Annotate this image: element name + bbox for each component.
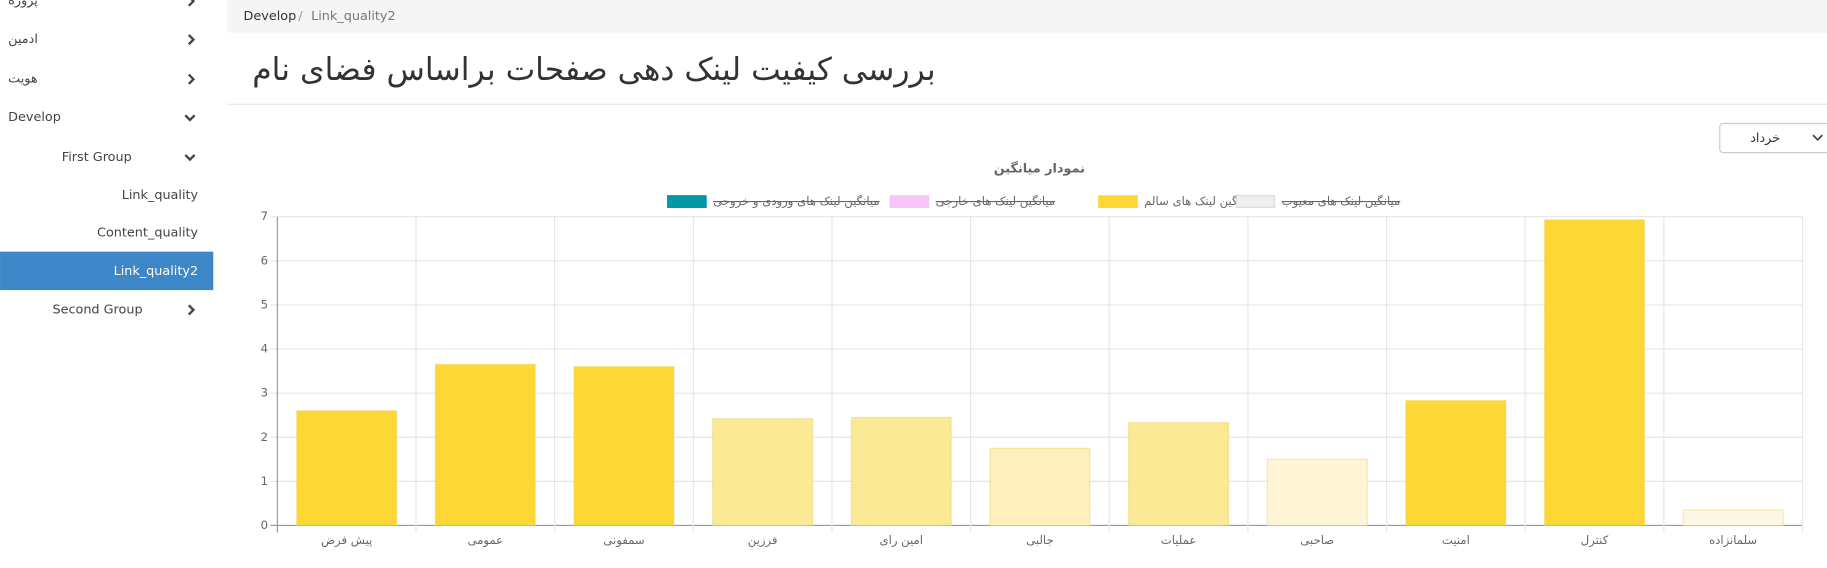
bar [573, 366, 675, 527]
y-tick-label: 2 [261, 430, 268, 444]
menu-item[interactable]: Link_quality [122, 188, 199, 203]
breadcrumb-bar [227, 0, 1827, 33]
menu-item[interactable]: Content_quality [97, 226, 198, 241]
menu-item[interactable]: Link_quality2 [114, 264, 199, 279]
x-tick-label: فرزین [748, 533, 778, 548]
chevron-down [184, 114, 196, 122]
bar [1128, 422, 1230, 527]
y-tick-label: 3 [261, 386, 268, 400]
bar [1682, 509, 1784, 527]
menu-item[interactable]: Second Group [52, 302, 142, 317]
menu-item[interactable]: هویت [8, 72, 38, 87]
x-tick-label: جالبی [1026, 533, 1054, 547]
month-select-value[interactable]: خرداد [1750, 131, 1780, 146]
chevron-right [187, 34, 196, 46]
month-select[interactable] [1719, 122, 1827, 154]
page-title: بررسی کیفیت لینک دهی صفحات براساس فضای ن… [252, 52, 935, 88]
legend-swatch [1235, 195, 1276, 208]
legend-swatch [1098, 195, 1138, 208]
legend-label[interactable]: میانگین لینک های سالم [1144, 194, 1255, 209]
y-tick-label: 5 [261, 297, 268, 311]
chevron-right [187, 304, 196, 316]
menu-item[interactable]: First Group [62, 150, 132, 165]
bar [1266, 458, 1368, 527]
bar [1544, 219, 1646, 527]
breadcrumb-item: Link_quality2 [311, 9, 396, 24]
y-tick-label: 1 [261, 474, 268, 488]
legend-swatch [667, 195, 707, 208]
x-tick-label: امین رای [880, 533, 924, 548]
menu-item[interactable]: پروژه [8, 0, 38, 9]
x-tick-label: صاحبی [1300, 533, 1334, 547]
chevron-right [187, 73, 196, 85]
x-tick-label: عمومی [467, 533, 503, 548]
chevrons [184, 0, 196, 316]
y-tick-label: 0 [261, 518, 268, 532]
x-tick-label: سمفونی [603, 533, 644, 548]
bar [850, 416, 952, 527]
chart: 0 1 2 3 4 5 6 7 پیش فرض عمومی سمفونی فرزین امین رای ج… [261, 194, 1804, 548]
y-tick-label: 7 [261, 209, 268, 223]
x-tick-label: پیش فرض [321, 533, 372, 548]
breadcrumb-separator: / [298, 9, 303, 24]
legend-swatch [889, 195, 930, 208]
x-tick-label: عملیات [1161, 533, 1197, 547]
bar [296, 410, 398, 527]
bar [989, 447, 1091, 527]
menu-item[interactable]: ادمین [8, 32, 38, 47]
select-arrow [1812, 134, 1823, 142]
menu-item[interactable]: Develop [8, 110, 61, 125]
chart-title: نمودار میانگین [994, 160, 1085, 176]
sidebar: پروژه ادمین هویت Develop First Group Lin… [0, 0, 214, 317]
bar [434, 363, 536, 527]
y-tick-label: 6 [261, 253, 268, 267]
breadcrumb-item[interactable]: Develop [244, 9, 297, 24]
x-tick-label: امنیت [1442, 533, 1470, 547]
y-tick-label: 4 [261, 342, 268, 356]
selected-item-bg [0, 251, 214, 291]
x-tick-label: کنترل [1581, 533, 1609, 548]
x-tick-label: سلمانزاده [1709, 533, 1757, 548]
chevron-down [184, 154, 196, 162]
bar [1405, 400, 1507, 527]
chevron-right [187, 0, 196, 7]
bar [712, 418, 814, 527]
